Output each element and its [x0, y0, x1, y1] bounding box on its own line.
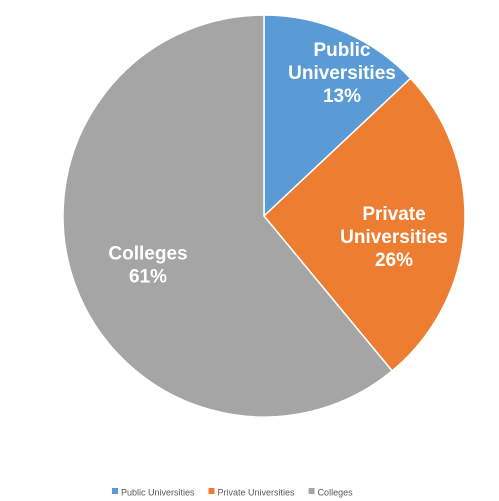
slice-percent-label: 61%	[129, 267, 167, 288]
legend-swatch	[308, 488, 315, 494]
legend-label: Private Universities	[218, 487, 296, 497]
slice-labels: PublicUniversities13%PrivateUniversities…	[108, 40, 447, 288]
slice-name-label: Private	[362, 204, 425, 225]
pie-slice-public-universities	[263, 14, 412, 218]
slice-name-label: Universities	[340, 227, 448, 248]
pie-slice-private-universities	[262, 77, 466, 372]
legend-label: Colleges	[318, 487, 354, 497]
legend: Public Universities Private Universities C…	[112, 487, 353, 497]
legend-swatch	[208, 488, 215, 494]
pie-slice-colleges	[62, 14, 394, 418]
slice-name-label: Public	[313, 40, 370, 61]
legend-swatch	[112, 488, 118, 494]
slice-name-label: Universities	[288, 63, 396, 84]
slice-percent-label: 13%	[323, 86, 361, 107]
slice-name-label: Colleges	[108, 244, 187, 265]
pie-slices	[62, 14, 466, 418]
legend-label: Public Universities	[121, 487, 195, 497]
slice-percent-label: 26%	[375, 250, 413, 271]
